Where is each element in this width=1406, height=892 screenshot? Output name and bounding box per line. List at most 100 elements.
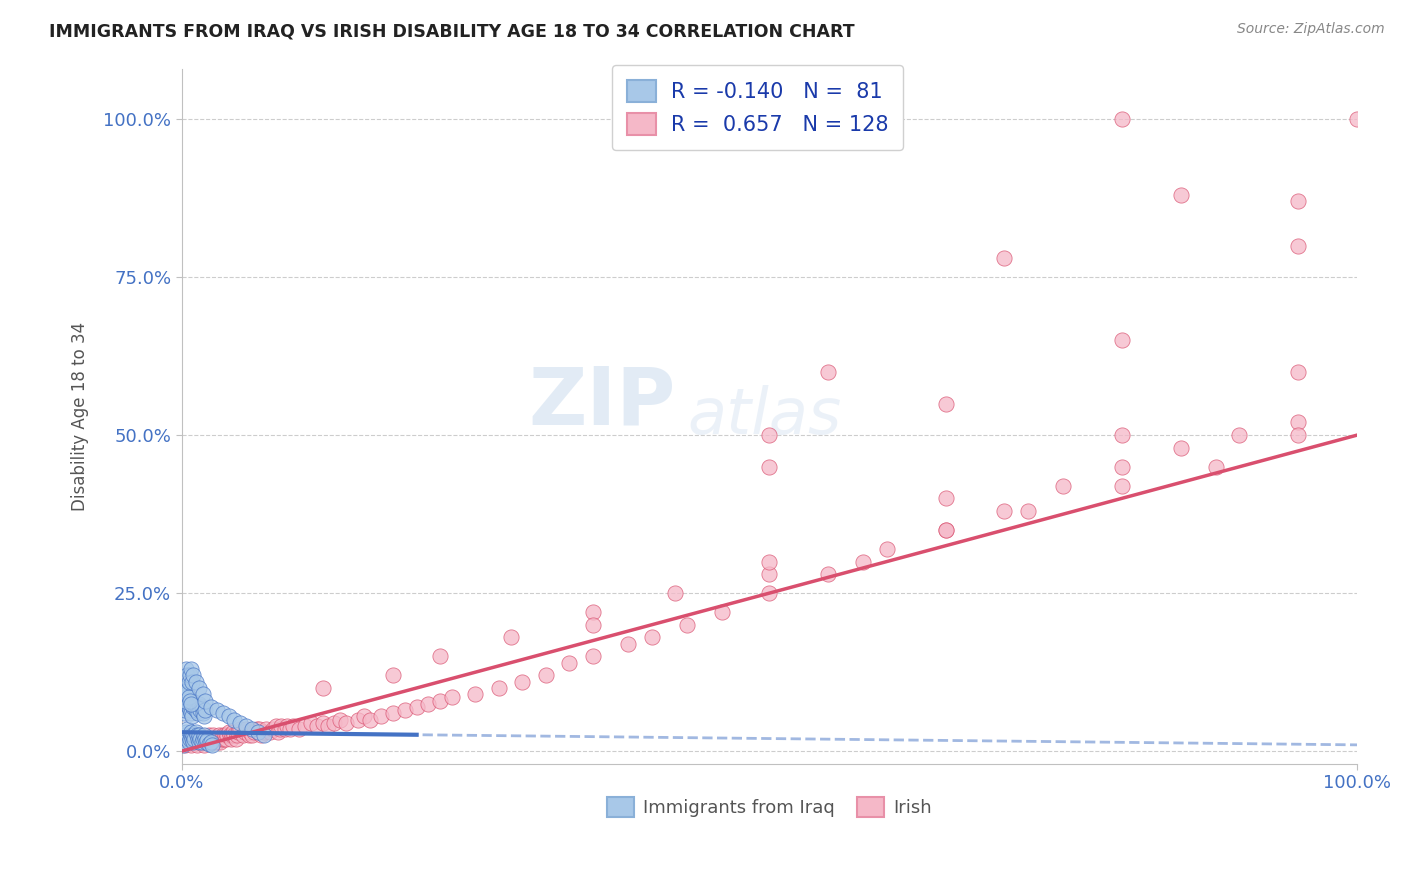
Point: [429, 693, 451, 707]
Point: [218, 728, 240, 742]
Point: [191, 731, 214, 746]
Point: [188, 728, 211, 742]
Point: [222, 725, 245, 739]
Point: [188, 731, 211, 746]
Point: [359, 713, 381, 727]
Point: [225, 731, 247, 746]
Point: [318, 719, 340, 733]
Point: [582, 605, 605, 619]
Point: [174, 690, 197, 705]
Point: [181, 731, 204, 746]
Point: [558, 656, 581, 670]
Point: [187, 706, 209, 721]
Point: [181, 709, 204, 723]
Point: [193, 728, 215, 742]
Point: [179, 731, 201, 746]
Point: [193, 709, 215, 723]
Point: [488, 681, 510, 695]
Point: [253, 725, 276, 739]
Point: [418, 697, 440, 711]
Point: [225, 728, 247, 742]
Point: [250, 728, 273, 742]
Point: [186, 728, 208, 742]
Point: [195, 735, 218, 749]
Point: [191, 706, 214, 721]
Point: [173, 735, 195, 749]
Text: IMMIGRANTS FROM IRAQ VS IRISH DISABILITY AGE 18 TO 34 CORRELATION CHART: IMMIGRANTS FROM IRAQ VS IRISH DISABILITY…: [49, 22, 855, 40]
Point: [197, 728, 219, 742]
Point: [181, 668, 204, 682]
Point: [1111, 428, 1133, 442]
Point: [617, 637, 640, 651]
Point: [329, 713, 352, 727]
Point: [534, 668, 557, 682]
Point: [179, 668, 201, 682]
Point: [184, 731, 207, 746]
Point: [935, 491, 957, 506]
Point: [197, 737, 219, 751]
Point: [224, 713, 246, 727]
Point: [205, 703, 228, 717]
Point: [183, 697, 205, 711]
Point: [817, 567, 839, 582]
Point: [264, 719, 287, 733]
Point: [204, 735, 226, 749]
Legend: Immigrants from Iraq, Irish: Immigrants from Iraq, Irish: [600, 790, 939, 824]
Point: [235, 719, 257, 733]
Point: [259, 725, 281, 739]
Point: [233, 725, 256, 739]
Point: [180, 738, 202, 752]
Point: [181, 735, 204, 749]
Point: [405, 700, 427, 714]
Point: [180, 662, 202, 676]
Point: [191, 687, 214, 701]
Point: [382, 668, 405, 682]
Point: [211, 731, 233, 746]
Point: [229, 722, 252, 736]
Point: [200, 735, 222, 749]
Text: Source: ZipAtlas.com: Source: ZipAtlas.com: [1237, 22, 1385, 37]
Point: [177, 735, 200, 749]
Point: [311, 715, 333, 730]
Point: [262, 722, 284, 736]
Point: [758, 459, 780, 474]
Point: [170, 731, 193, 746]
Point: [1170, 441, 1192, 455]
Point: [876, 541, 898, 556]
Point: [211, 706, 233, 721]
Point: [276, 719, 298, 733]
Point: [288, 722, 311, 736]
Point: [200, 700, 222, 714]
Point: [218, 725, 240, 739]
Point: [194, 703, 217, 717]
Point: [188, 735, 211, 749]
Point: [191, 731, 214, 746]
Point: [935, 523, 957, 537]
Point: [993, 251, 1015, 265]
Point: [209, 735, 232, 749]
Point: [194, 693, 217, 707]
Point: [582, 617, 605, 632]
Point: [207, 731, 229, 746]
Point: [176, 693, 198, 707]
Point: [224, 728, 246, 742]
Point: [1111, 112, 1133, 127]
Point: [239, 725, 262, 739]
Point: [993, 504, 1015, 518]
Point: [181, 728, 204, 742]
Point: [323, 715, 346, 730]
Point: [174, 728, 197, 742]
Point: [311, 681, 333, 695]
Point: [353, 709, 375, 723]
Point: [198, 731, 221, 746]
Point: [180, 725, 202, 739]
Point: [174, 697, 197, 711]
Point: [172, 687, 194, 701]
Text: atlas: atlas: [688, 385, 841, 447]
Point: [347, 713, 370, 727]
Point: [186, 700, 208, 714]
Point: [187, 731, 209, 746]
Point: [204, 731, 226, 746]
Point: [177, 690, 200, 705]
Point: [176, 731, 198, 746]
